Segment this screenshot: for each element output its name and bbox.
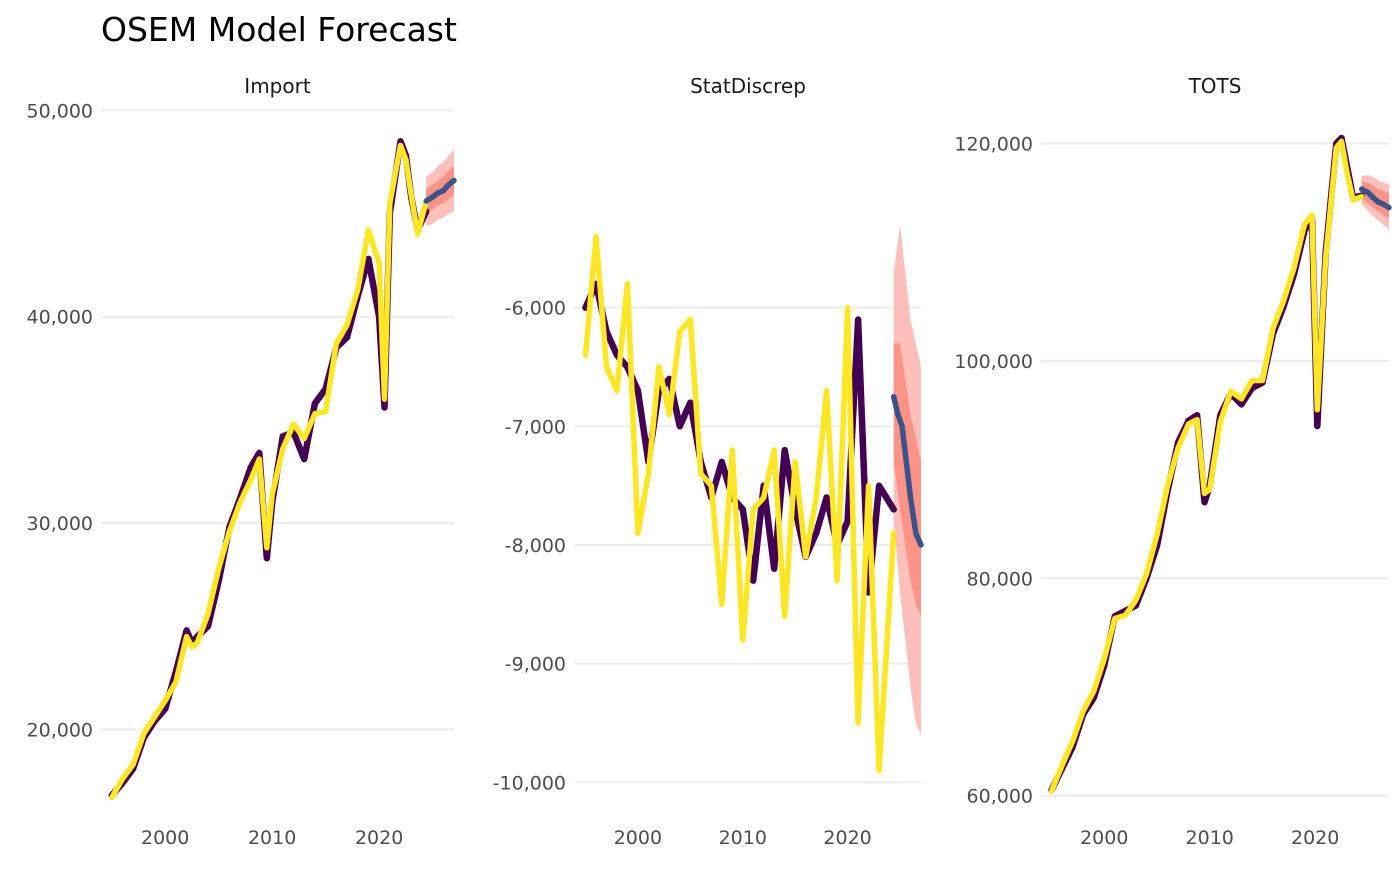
series-line-history-alt xyxy=(1048,138,1365,795)
y-tick-label: 40,000 xyxy=(27,307,93,329)
x-tick-label: 2020 xyxy=(1291,827,1339,849)
series-line-forecast xyxy=(890,393,924,548)
x-tick-label: 2010 xyxy=(248,827,296,849)
y-tick-label: 50,000 xyxy=(27,100,93,122)
panel-group: Import 20,000 30,000 40,000 50,000 2000 2010 20… xyxy=(27,74,1392,849)
y-tick-label: -10,000 xyxy=(493,772,566,794)
x-tick-label: 2020 xyxy=(823,827,871,849)
y-tick-label: 30,000 xyxy=(27,513,93,535)
series-line-history xyxy=(108,138,430,799)
series-line-history-alt xyxy=(108,142,429,801)
x-tick-label: 2000 xyxy=(614,827,662,849)
panel-statdiscrep: StatDiscrep -10,000 -9,000 -8,000 -7,000 -6,0… xyxy=(493,74,924,849)
y-tick-label: 80,000 xyxy=(967,568,1033,590)
panel-import: Import 20,000 30,000 40,000 50,000 2000 2010 20… xyxy=(27,74,457,849)
panel-title-tots: TOTS xyxy=(1188,74,1242,98)
y-tick-label: -6,000 xyxy=(505,298,566,320)
panel-tots: TOTS 60,000 80,000 100,000 120,000 2000 2010 20… xyxy=(954,74,1392,849)
series-line-forecast xyxy=(1358,186,1392,211)
chart-title: OSEM Model Forecast xyxy=(101,10,457,49)
x-tick-label: 2010 xyxy=(719,827,767,849)
series-line-forecast xyxy=(423,177,457,204)
y-tick-label: 60,000 xyxy=(967,786,1033,808)
x-tick-label: 2010 xyxy=(1186,827,1234,849)
x-tick-label: 2000 xyxy=(1080,827,1128,849)
panel-title-statdiscrep: StatDiscrep xyxy=(690,74,806,98)
x-tick-label: 2020 xyxy=(355,827,403,849)
y-tick-label: -9,000 xyxy=(505,654,566,676)
y-tick-label: 100,000 xyxy=(954,351,1033,373)
y-tick-label: -8,000 xyxy=(505,535,566,557)
x-tick-label: 2000 xyxy=(141,827,189,849)
y-tick-label: 20,000 xyxy=(27,719,93,741)
panel-title-import: Import xyxy=(244,74,311,98)
series-line-history-alt xyxy=(582,233,897,774)
y-tick-label: -7,000 xyxy=(505,416,566,438)
y-tick-label: 120,000 xyxy=(954,133,1033,155)
